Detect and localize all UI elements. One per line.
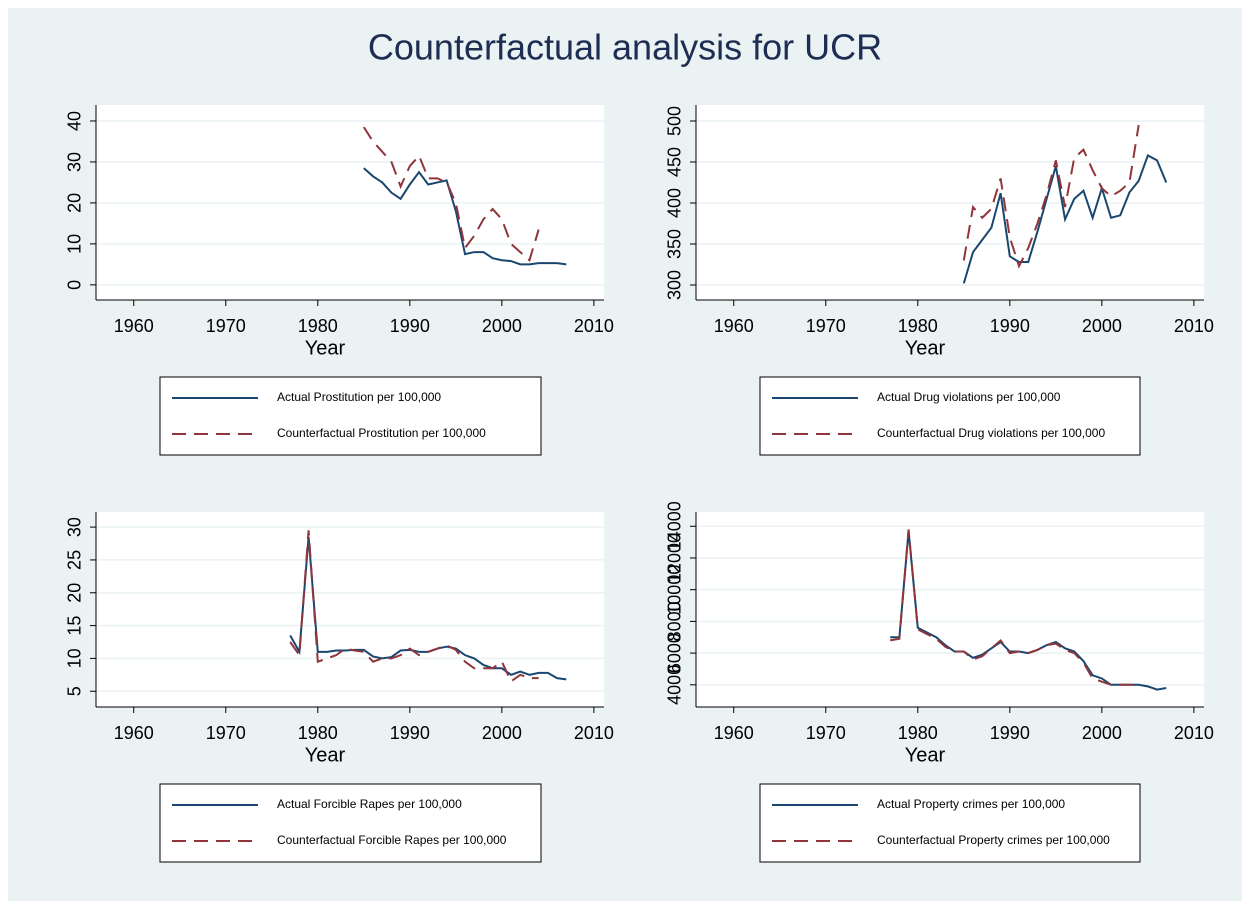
x-axis-title: Year <box>305 744 346 766</box>
x-tick-label: 2000 <box>482 723 522 743</box>
x-tick-label: 1980 <box>298 316 338 336</box>
x-tick-label: 2010 <box>1174 723 1214 743</box>
series-line <box>962 124 1140 269</box>
x-tick-label: 1970 <box>806 723 846 743</box>
y-tick-label: 6000 <box>665 633 685 673</box>
legend-box <box>759 783 1141 863</box>
y-tick-label: 4000 <box>665 665 685 705</box>
y-tick-label: 30 <box>65 517 85 537</box>
x-tick-label: 1970 <box>206 723 246 743</box>
x-tick-label: 1960 <box>114 723 154 743</box>
y-tick-label: 350 <box>665 229 685 259</box>
x-tick-label: 1980 <box>898 316 938 336</box>
x-axis-title: Year <box>305 337 346 359</box>
legend-label: Actual Prostitution per 100,000 <box>277 390 441 404</box>
y-tick-label: 300 <box>665 270 685 300</box>
y-tick-label: 40 <box>65 111 85 131</box>
plot-area <box>696 512 1204 707</box>
legend-label: Actual Drug violations per 100,000 <box>877 390 1061 404</box>
y-tick-label: 20 <box>65 193 85 213</box>
y-tick-label: 12000 <box>665 533 685 583</box>
legend-label: Actual Forcible Rapes per 100,000 <box>277 797 462 811</box>
x-axis-title: Year <box>905 744 946 766</box>
x-tick-label: 1990 <box>990 723 1030 743</box>
y-tick-label: 25 <box>65 550 85 570</box>
x-tick-label: 2000 <box>482 316 522 336</box>
x-tick-label: 2000 <box>1082 316 1122 336</box>
legend-box <box>159 783 542 863</box>
y-tick-label: 500 <box>665 106 685 136</box>
x-tick-label: 1960 <box>714 316 754 336</box>
y-tick-label: 10000 <box>665 565 685 615</box>
y-tick-label: 450 <box>665 147 685 177</box>
legend-label: Counterfactual Forcible Rapes per 100,00… <box>277 833 507 847</box>
x-tick-label: 1990 <box>390 316 430 336</box>
x-axis-title: Year <box>905 337 946 359</box>
y-tick-label: 30 <box>65 152 85 172</box>
series-line <box>962 154 1168 284</box>
chart-title: Counterfactual analysis for UCR <box>368 27 882 68</box>
y-tick-label: 0 <box>65 280 85 290</box>
legend-label: Counterfactual Drug violations per 100,0… <box>877 426 1105 440</box>
x-tick-label: 2010 <box>574 316 614 336</box>
legend-box <box>759 376 1141 456</box>
y-tick-label: 14000 <box>665 501 685 551</box>
legend-label: Counterfactual Prostitution per 100,000 <box>277 426 486 440</box>
x-tick-label: 2010 <box>574 723 614 743</box>
series-line <box>362 126 540 263</box>
x-tick-label: 2010 <box>1174 316 1214 336</box>
y-tick-label: 10 <box>65 648 85 668</box>
series-line <box>890 529 1139 686</box>
x-tick-label: 1960 <box>714 723 754 743</box>
y-tick-label: 5 <box>65 686 85 696</box>
series-line <box>289 530 539 683</box>
y-tick-label: 8000 <box>665 601 685 641</box>
legend-label: Actual Property crimes per 100,000 <box>877 797 1065 811</box>
x-tick-label: 2000 <box>1082 723 1122 743</box>
plot-area <box>96 512 604 707</box>
x-tick-label: 1970 <box>206 316 246 336</box>
y-tick-label: 15 <box>65 616 85 636</box>
y-tick-label: 20 <box>65 583 85 603</box>
x-tick-label: 1980 <box>298 723 338 743</box>
legend-label: Counterfactual Property crimes per 100,0… <box>877 833 1110 847</box>
x-tick-label: 1970 <box>806 316 846 336</box>
series-line <box>363 167 567 266</box>
y-tick-label: 10 <box>65 234 85 254</box>
x-tick-label: 1990 <box>390 723 430 743</box>
y-tick-label: 400 <box>665 188 685 218</box>
legend-box <box>159 376 542 456</box>
x-tick-label: 1990 <box>990 316 1030 336</box>
x-tick-label: 1960 <box>114 316 154 336</box>
x-tick-label: 1980 <box>898 723 938 743</box>
